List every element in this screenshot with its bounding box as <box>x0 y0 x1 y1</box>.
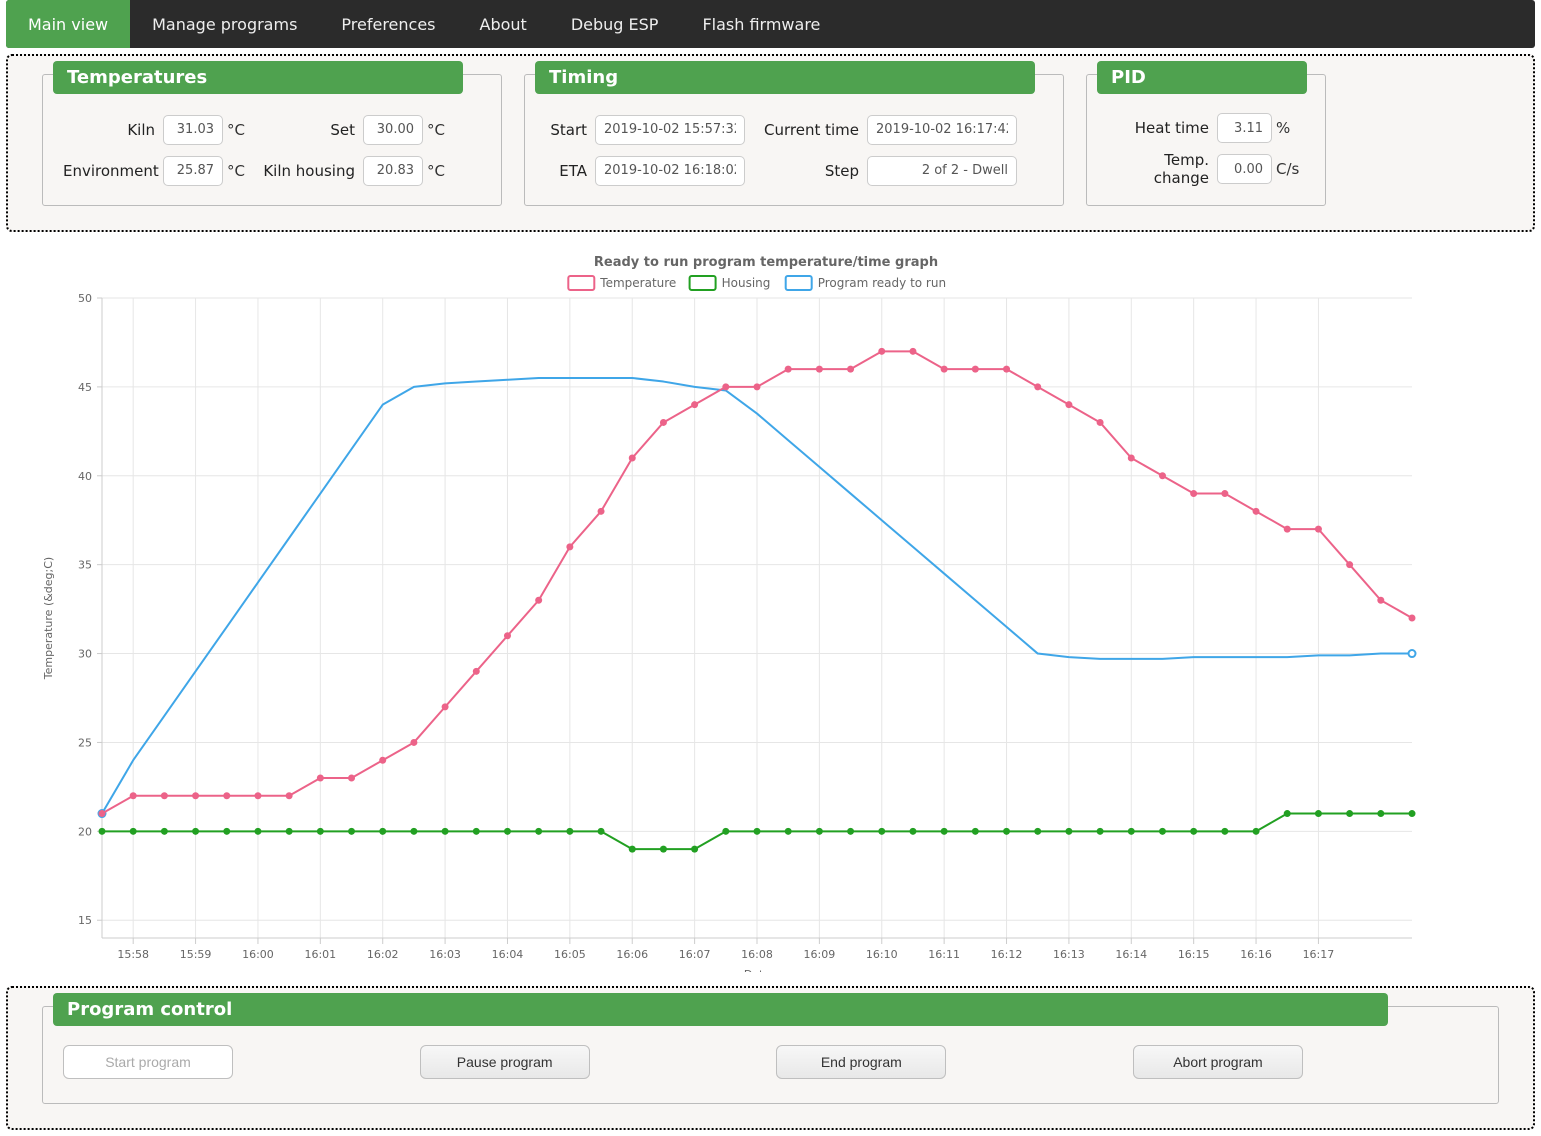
svg-text:16:16: 16:16 <box>1240 948 1272 961</box>
step-value[interactable] <box>867 156 1017 186</box>
program-control-group: Program control Start program Pause prog… <box>42 1006 1499 1104</box>
svg-text:Housing: Housing <box>722 276 771 290</box>
pause-program-button[interactable]: Pause program <box>420 1045 590 1079</box>
svg-text:40: 40 <box>78 470 92 483</box>
temp-change-value[interactable] <box>1217 154 1272 184</box>
eta-label: ETA <box>545 162 595 180</box>
svg-text:15: 15 <box>78 914 92 927</box>
heat-time-field: Heat time % <box>1107 113 1300 143</box>
chart-area: Ready to run program temperature/time gr… <box>6 252 1535 976</box>
svg-text:Ready to run program temperatu: Ready to run program temperature/time gr… <box>594 255 938 270</box>
eta-field: ETA <box>545 154 745 187</box>
start-field: Start <box>545 113 745 146</box>
heat-time-value[interactable] <box>1217 113 1272 143</box>
temp-change-unit: C/s <box>1276 160 1300 178</box>
eta-value[interactable] <box>595 156 745 186</box>
environment-label: Environment <box>63 162 163 180</box>
svg-text:16:00: 16:00 <box>242 948 274 961</box>
svg-text:16:15: 16:15 <box>1178 948 1210 961</box>
svg-text:15:59: 15:59 <box>180 948 212 961</box>
svg-text:Program ready to run: Program ready to run <box>818 276 946 290</box>
svg-text:16:02: 16:02 <box>367 948 399 961</box>
svg-text:16:13: 16:13 <box>1053 948 1085 961</box>
svg-text:25: 25 <box>78 736 92 749</box>
navbar: Main viewManage programsPreferencesAbout… <box>6 0 1535 48</box>
kiln-label: Kiln <box>63 121 163 139</box>
svg-text:16:05: 16:05 <box>554 948 586 961</box>
start-program-button[interactable]: Start program <box>63 1045 233 1079</box>
svg-text:Date: Date <box>744 968 771 972</box>
svg-text:50: 50 <box>78 292 92 305</box>
environment-field: Environment °C <box>63 154 251 187</box>
housing-value[interactable] <box>363 156 423 186</box>
environment-unit: °C <box>227 162 251 180</box>
kiln-field: Kiln °C <box>63 113 251 146</box>
current-time-value[interactable] <box>867 115 1017 145</box>
svg-text:16:03: 16:03 <box>429 948 461 961</box>
svg-text:16:14: 16:14 <box>1115 948 1147 961</box>
svg-text:16:12: 16:12 <box>991 948 1023 961</box>
temperature-chart[interactable]: Ready to run program temperature/time gr… <box>6 252 1526 972</box>
nav-item-debug-esp[interactable]: Debug ESP <box>549 0 681 48</box>
svg-text:45: 45 <box>78 381 92 394</box>
nav-item-about[interactable]: About <box>458 0 549 48</box>
nav-item-manage-programs[interactable]: Manage programs <box>130 0 319 48</box>
housing-unit: °C <box>427 162 451 180</box>
program-control-title: Program control <box>53 993 1388 1026</box>
svg-text:16:07: 16:07 <box>679 948 711 961</box>
start-label: Start <box>545 121 595 139</box>
temp-change-field: Temp. change C/s <box>1107 151 1300 187</box>
status-panel: Temperatures Kiln °C Set °C Environment … <box>6 54 1535 232</box>
set-label: Set <box>263 121 363 139</box>
nav-item-preferences[interactable]: Preferences <box>319 0 457 48</box>
svg-text:35: 35 <box>78 559 92 572</box>
kiln-unit: °C <box>227 121 251 139</box>
set-unit: °C <box>427 121 451 139</box>
timing-title: Timing <box>535 61 1035 94</box>
step-field: Step <box>757 154 1017 187</box>
heat-time-unit: % <box>1276 119 1300 137</box>
start-value[interactable] <box>595 115 745 145</box>
timing-group: Timing Start Current time ETA Step <box>524 74 1064 206</box>
svg-text:16:01: 16:01 <box>304 948 336 961</box>
end-program-button[interactable]: End program <box>776 1045 946 1079</box>
svg-text:16:10: 16:10 <box>866 948 898 961</box>
pid-group: PID Heat time % Temp. change C/s <box>1086 74 1326 206</box>
set-field: Set °C <box>263 113 451 146</box>
svg-text:16:11: 16:11 <box>928 948 960 961</box>
svg-text:Temperature: Temperature <box>599 276 676 290</box>
abort-program-button[interactable]: Abort program <box>1133 1045 1303 1079</box>
housing-label: Kiln housing <box>263 162 363 180</box>
svg-text:20: 20 <box>78 825 92 838</box>
nav-item-main-view[interactable]: Main view <box>6 0 130 48</box>
step-label: Step <box>757 162 867 180</box>
temperatures-group: Temperatures Kiln °C Set °C Environment … <box>42 74 502 206</box>
svg-text:16:17: 16:17 <box>1303 948 1335 961</box>
svg-text:30: 30 <box>78 648 92 661</box>
temperatures-title: Temperatures <box>53 61 463 94</box>
svg-text:16:09: 16:09 <box>804 948 836 961</box>
svg-text:Temperature (&deg;C): Temperature (&deg;C) <box>42 557 55 680</box>
current-time-label: Current time <box>757 121 867 139</box>
set-value[interactable] <box>363 115 423 145</box>
pid-title: PID <box>1097 61 1307 94</box>
nav-item-flash-firmware[interactable]: Flash firmware <box>680 0 842 48</box>
svg-text:16:08: 16:08 <box>741 948 773 961</box>
environment-value[interactable] <box>163 156 223 186</box>
current-time-field: Current time <box>757 113 1017 146</box>
svg-text:15:58: 15:58 <box>117 948 149 961</box>
heat-time-label: Heat time <box>1107 119 1217 137</box>
program-control-panel: Program control Start program Pause prog… <box>6 986 1535 1130</box>
housing-field: Kiln housing °C <box>263 154 451 187</box>
svg-text:16:06: 16:06 <box>616 948 648 961</box>
svg-text:16:04: 16:04 <box>492 948 524 961</box>
temp-change-label: Temp. change <box>1107 151 1217 187</box>
kiln-value[interactable] <box>163 115 223 145</box>
